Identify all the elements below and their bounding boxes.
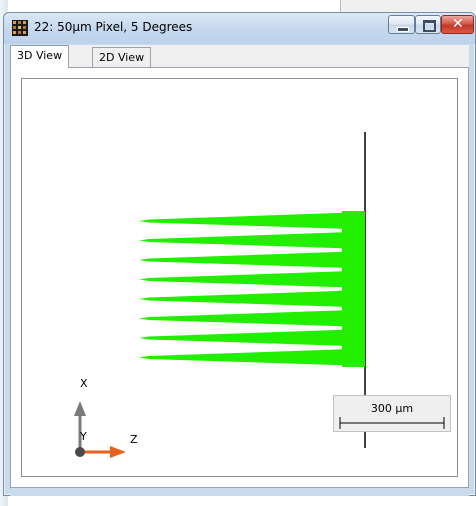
ray-bundle [139, 211, 365, 367]
scale-bar-label: 300 µm [370, 402, 414, 415]
ray-fan [139, 348, 365, 366]
app-grid-icon[interactable] [12, 20, 28, 36]
window-title: 22: 50µm Pixel, 5 Degrees [34, 20, 193, 34]
tab-bar: 3D View 2D View [10, 45, 469, 68]
y-axis-label: Y [80, 430, 87, 443]
scale-bar: 300 µm [333, 395, 451, 432]
view-canvas [74, 132, 366, 458]
minimize-button[interactable] [388, 15, 415, 34]
ray-fan [139, 251, 365, 269]
tab-3d-view[interactable]: 3D View [10, 45, 70, 68]
z-axis-arrowhead [110, 446, 126, 458]
window-bottom-border [10, 488, 469, 496]
ray-fan [139, 309, 365, 327]
close-icon: ✕ [452, 16, 464, 32]
z-axis-label: Z [130, 433, 138, 446]
maximize-icon [423, 20, 436, 32]
x-axis-arrowhead [74, 401, 86, 416]
ray-fan [139, 329, 365, 347]
y-axis-dot [75, 447, 85, 457]
ray-fan [139, 212, 365, 230]
ray-fan [139, 231, 365, 249]
ray-block [342, 211, 365, 367]
tab-2d-view[interactable]: 2D View [92, 47, 152, 67]
maximize-button[interactable] [415, 15, 441, 34]
background-window-edge [340, 0, 476, 12]
tab-content: X Y Z 300 µm [10, 67, 469, 488]
close-button[interactable]: ✕ [441, 15, 474, 34]
minimize-icon [397, 27, 409, 32]
scale-bar-line [339, 417, 445, 429]
layout-window: 22: 50µm Pixel, 5 Degrees ✕ 3D View 2D V… [3, 12, 476, 496]
ray-fan [139, 290, 365, 308]
x-axis-label: X [80, 377, 88, 390]
title-bar[interactable]: 22: 50µm Pixel, 5 Degrees ✕ [4, 13, 475, 44]
layout-3d-view[interactable]: X Y Z 300 µm [21, 78, 458, 477]
ray-fan [139, 270, 365, 288]
axis-triad [74, 401, 126, 458]
